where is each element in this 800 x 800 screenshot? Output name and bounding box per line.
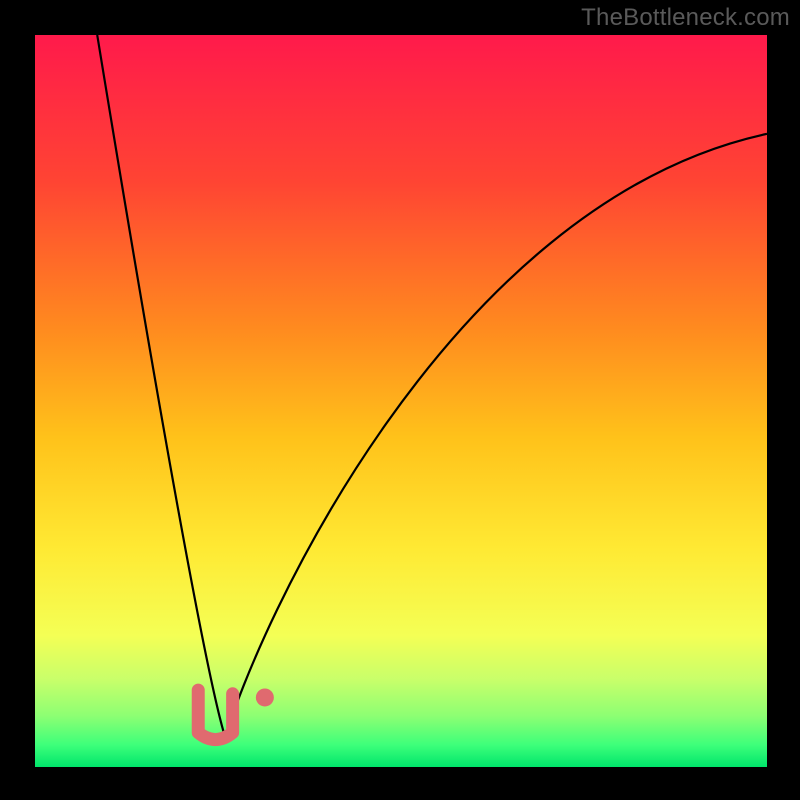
plot-background <box>35 35 767 767</box>
bottleneck-chart <box>0 0 800 800</box>
bottom-dot-mark <box>256 688 274 706</box>
stage: TheBottleneck.com <box>0 0 800 800</box>
watermark-text: TheBottleneck.com <box>581 4 790 32</box>
